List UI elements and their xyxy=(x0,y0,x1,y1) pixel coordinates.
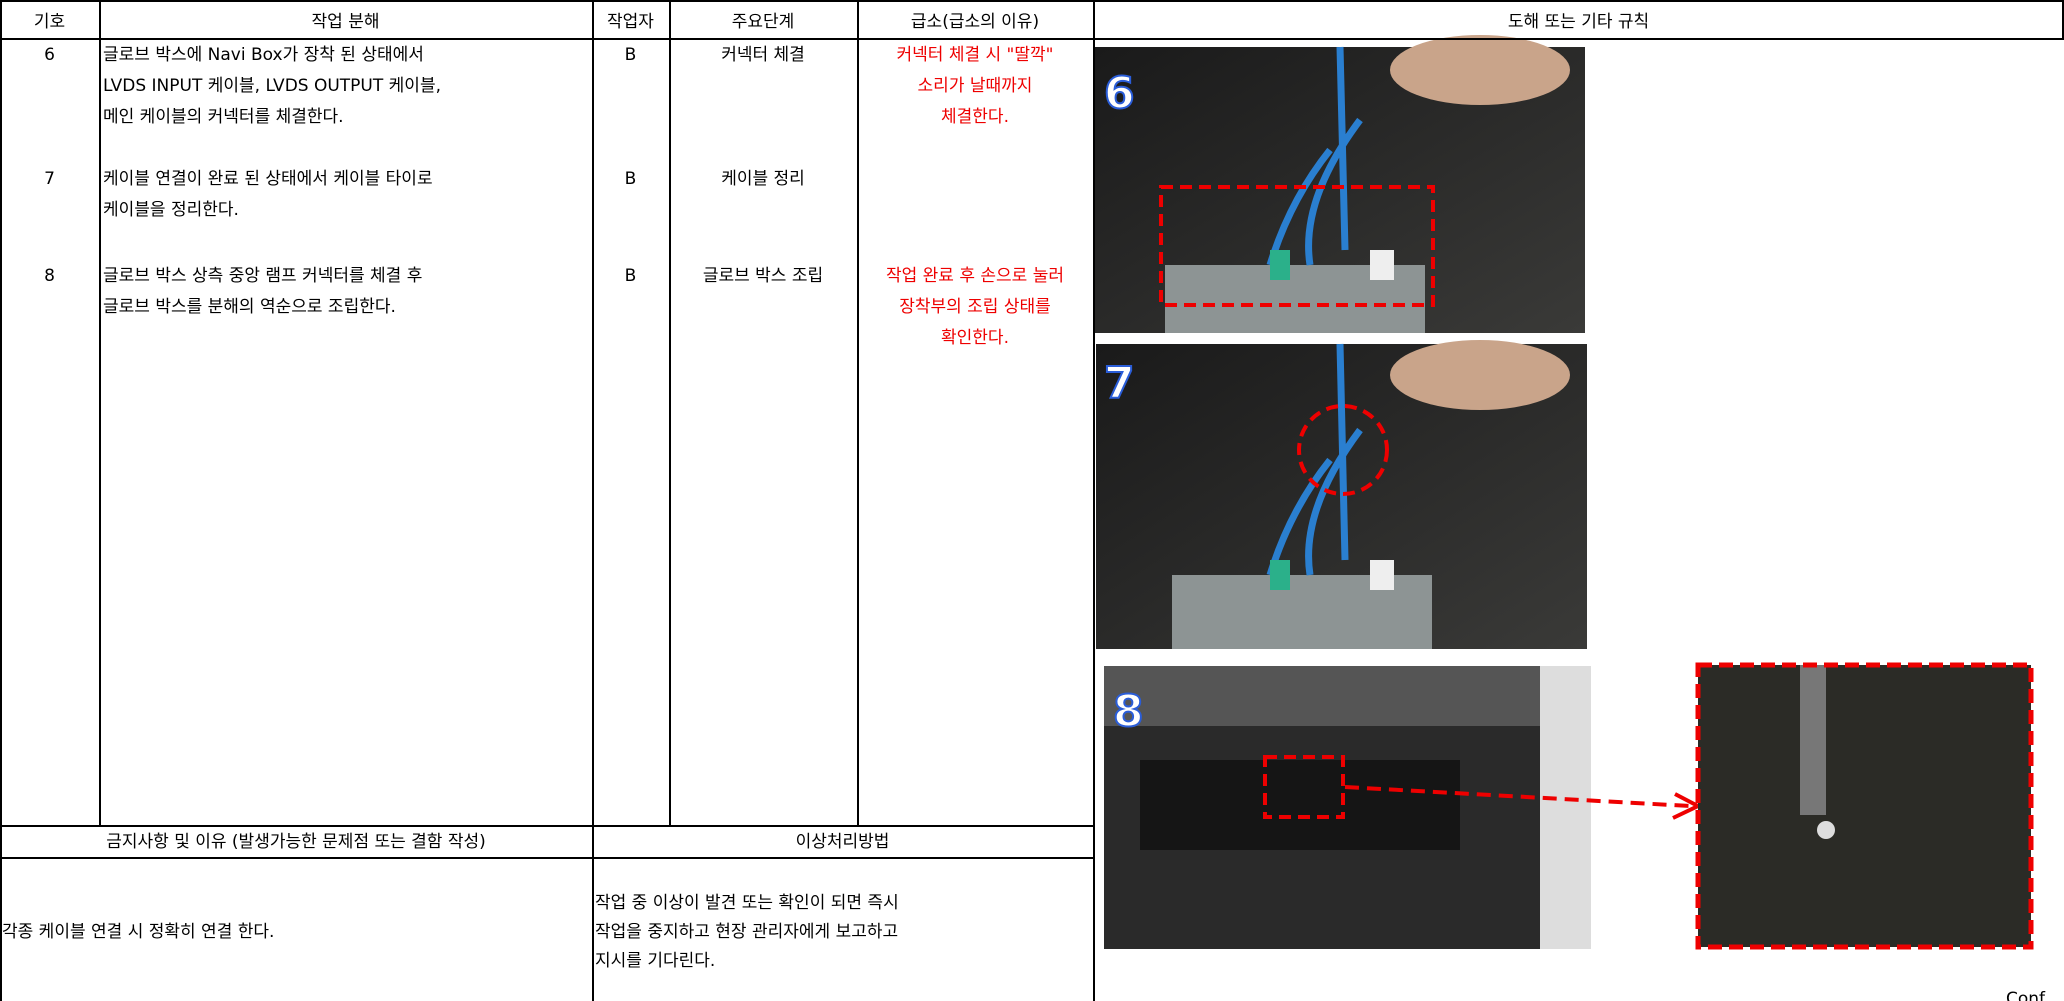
column-header: 도해 또는 기타 규칙 xyxy=(1507,12,1650,32)
photo-8 xyxy=(1104,666,1703,949)
step-text: 케이블 연결이 완료 된 상태에서 케이블 타이로 xyxy=(103,169,433,189)
section-title: 금지사항 및 이유 (발생가능한 문제점 또는 결함 작성) xyxy=(106,832,486,852)
photo-7 xyxy=(1096,340,1587,649)
photo-label: 6 xyxy=(1104,68,1135,119)
prohibit-text: 각종 케이블 연결 시 정확히 연결 한다. xyxy=(2,922,275,942)
rule xyxy=(857,0,859,825)
footer-text: Conf xyxy=(2006,989,2046,1001)
column-header: 주요단계 xyxy=(731,12,795,32)
stage: 글로브 박스 조립 xyxy=(702,266,824,286)
key-point: 커넥터 체결 시 "딸깍" xyxy=(896,45,1054,65)
step-text: 케이블을 정리한다. xyxy=(103,200,239,220)
key-point: 작업 완료 후 손으로 눌러 xyxy=(885,266,1064,286)
key-point: 체결한다. xyxy=(941,107,1009,127)
photo-label: 8 xyxy=(1113,686,1144,737)
step-number: 8 xyxy=(44,266,55,286)
rule xyxy=(592,825,594,1001)
column-header: 기호 xyxy=(33,12,66,32)
key-point: 장착부의 조립 상태를 xyxy=(899,297,1051,317)
rule xyxy=(2062,0,2064,40)
rule xyxy=(99,0,101,825)
key-point: 확인한다. xyxy=(941,328,1009,348)
step-text: LVDS INPUT 케이블, LVDS OUTPUT 케이블, xyxy=(103,76,441,96)
step-number: 6 xyxy=(44,45,55,65)
section-title: 이상처리방법 xyxy=(795,832,890,852)
photo-label: 7 xyxy=(1104,358,1135,409)
worker: B xyxy=(624,266,637,286)
handling-text: 작업을 중지하고 현장 관리자에게 보고하고 xyxy=(595,922,899,942)
stage: 케이블 정리 xyxy=(721,169,805,189)
step-text: 글로브 박스를 분해의 역순으로 조립한다. xyxy=(103,297,396,317)
handling-text: 작업 중 이상이 발견 또는 확인이 되면 즉시 xyxy=(595,893,899,913)
rule xyxy=(592,0,594,825)
column-header: 급소(급소의 이유) xyxy=(910,12,1040,32)
key-point: 소리가 날때까지 xyxy=(917,76,1033,96)
worker: B xyxy=(624,169,637,189)
step-text: 메인 케이블의 커넥터를 체결한다. xyxy=(103,107,344,127)
step-text: 글로브 박스 상측 중앙 램프 커넥터를 체결 후 xyxy=(103,266,423,286)
rule xyxy=(0,857,1095,859)
rule xyxy=(0,38,2064,40)
rule xyxy=(0,0,2,1001)
photo-6 xyxy=(1095,35,1585,333)
rule xyxy=(0,0,2064,2)
column-header: 작업자 xyxy=(607,12,654,32)
zoom-photo xyxy=(1695,662,2034,950)
rule xyxy=(669,0,671,825)
handling-text: 지시를 기다린다. xyxy=(595,951,716,971)
step-text: 글로브 박스에 Navi Box가 장착 된 상태에서 xyxy=(103,45,424,65)
column-header: 작업 분해 xyxy=(311,12,380,32)
rule xyxy=(1093,0,1095,1001)
stage: 커넥터 체결 xyxy=(721,45,805,65)
rule xyxy=(0,825,1095,827)
step-number: 7 xyxy=(44,169,55,189)
worker: B xyxy=(624,45,637,65)
